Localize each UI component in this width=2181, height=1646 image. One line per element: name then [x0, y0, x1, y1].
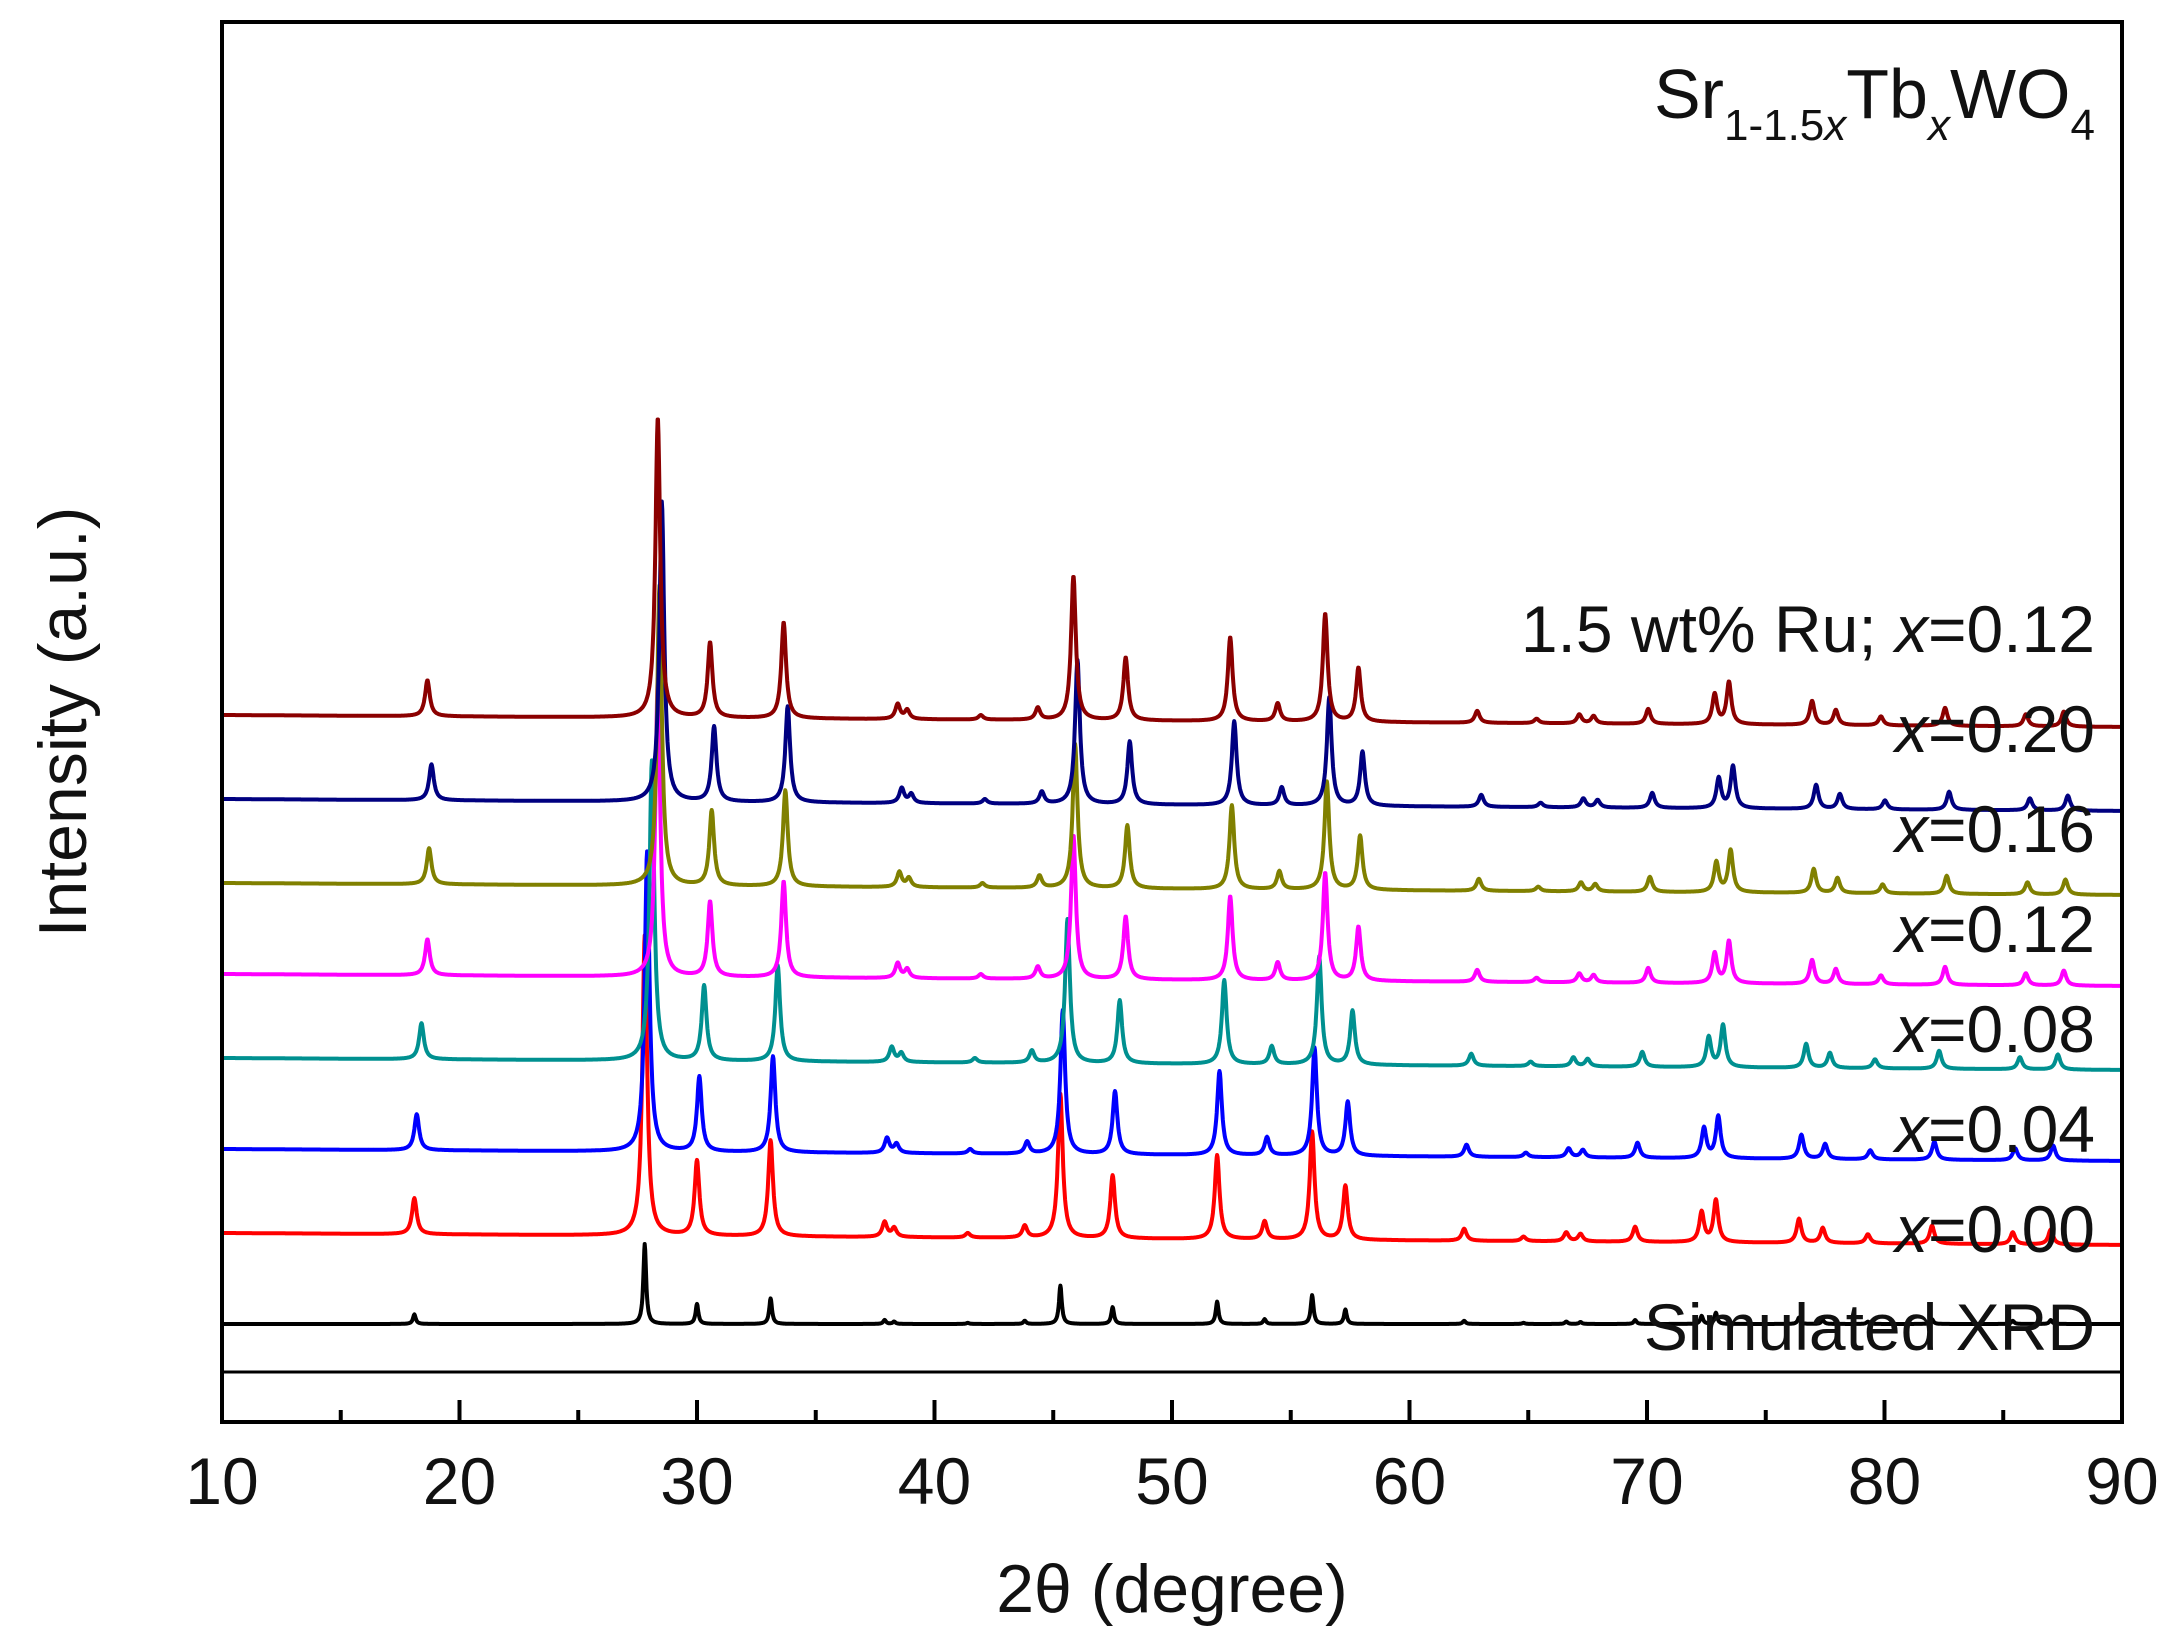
series-traces: [220, 417, 2124, 1326]
series-line-7: [220, 417, 2124, 729]
x-tick-label: 60: [1373, 1444, 1446, 1518]
x-tick-label: 90: [2085, 1444, 2158, 1518]
series-line-4: [220, 676, 2124, 988]
x-tick-label: 50: [1135, 1444, 1208, 1518]
series-line-6: [220, 499, 2124, 813]
series-line-0: [220, 1242, 2124, 1326]
series-label-2: x=0.04: [1892, 1092, 2095, 1166]
series-label-1: x=0.00: [1892, 1192, 2095, 1266]
compound-formula: Sr1-1.5xTbxWO4: [1654, 55, 2095, 150]
x-tick-label: 10: [185, 1444, 258, 1518]
x-axis: 10 20 30 40 50 60 70 80 90: [185, 1400, 2159, 1518]
series-label-0: Simulated XRD: [1644, 1290, 2095, 1364]
series-label-6: x=0.20: [1892, 692, 2095, 766]
series-labels: Simulated XRD x=0.00 x=0.04 x=0.08 x=0.12 x=0…: [1521, 592, 2095, 1364]
series-line-5: [220, 583, 2124, 897]
x-tick-label: 80: [1848, 1444, 1921, 1518]
x-tick-label: 70: [1610, 1444, 1683, 1518]
series-line-3: [220, 758, 2124, 1072]
x-tick-label: 40: [898, 1444, 971, 1518]
series-label-5: x=0.16: [1892, 792, 2095, 866]
series-label-4: x=0.12: [1892, 892, 2095, 966]
plot-frame: [220, 20, 2124, 1424]
series-label-7: 1.5 wt% Ru; x=0.12: [1521, 592, 2095, 666]
x-tick-label: 30: [660, 1444, 733, 1518]
x-tick-label: 20: [423, 1444, 496, 1518]
x-axis-title: 2θ (degree): [996, 1551, 1348, 1627]
series-line-1: [220, 933, 2124, 1247]
series-label-3: x=0.08: [1892, 992, 2095, 1066]
y-axis-title: Intensity (a.u.): [25, 507, 101, 938]
series-line-2: [220, 849, 2124, 1163]
